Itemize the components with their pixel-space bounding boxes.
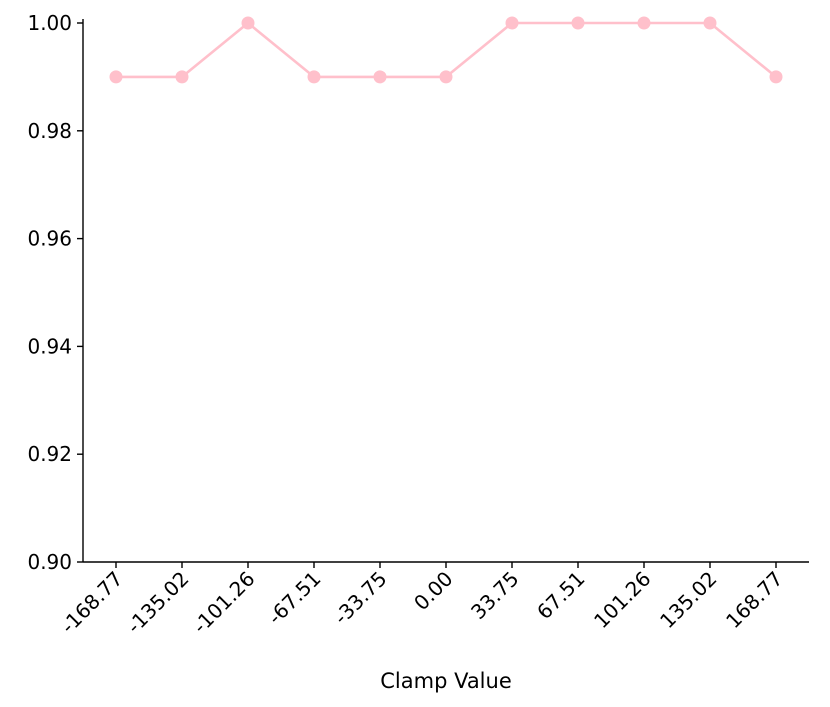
x-tick-label: 168.77 — [721, 567, 787, 633]
x-tick-label: -67.51 — [263, 567, 326, 630]
x-tick-label: -101.26 — [188, 567, 260, 639]
x-axis: -168.77-135.02-101.26 -67.51 -33.75 0.00 33.… — [56, 561, 809, 639]
y-tick-label: 0.92 — [27, 442, 72, 466]
data-point — [373, 70, 387, 84]
data-point — [637, 16, 651, 30]
series-layer — [109, 16, 783, 84]
y-axis: 0.90 0.92 0.94 0.96 0.98 1.00 — [27, 11, 84, 574]
x-tick-label: 135.02 — [655, 567, 721, 633]
data-point — [505, 16, 519, 30]
data-point — [769, 70, 783, 84]
x-axis-title: Clamp Value — [380, 669, 512, 693]
data-point — [241, 16, 255, 30]
series-line — [116, 21, 777, 79]
x-tick-label: 67.51 — [532, 567, 589, 624]
y-tick-label: 0.90 — [27, 550, 72, 574]
data-point — [175, 70, 189, 84]
data-point — [571, 16, 585, 30]
x-tick-label: -135.02 — [122, 567, 194, 639]
x-tick-label: 0.00 — [409, 567, 457, 615]
data-point — [307, 70, 321, 84]
y-tick-label: 1.00 — [27, 11, 72, 35]
data-point — [703, 16, 717, 30]
y-tick-label: 0.98 — [27, 119, 72, 143]
data-point — [439, 70, 453, 84]
x-tick-label: 101.26 — [589, 567, 655, 633]
x-tick-label: -33.75 — [329, 567, 392, 630]
y-tick-label: 0.94 — [27, 334, 72, 358]
y-tick-label: 0.96 — [27, 227, 72, 251]
x-tick-label: -168.77 — [56, 567, 128, 639]
x-tick-label: 33.75 — [466, 567, 523, 624]
data-point — [109, 70, 123, 84]
